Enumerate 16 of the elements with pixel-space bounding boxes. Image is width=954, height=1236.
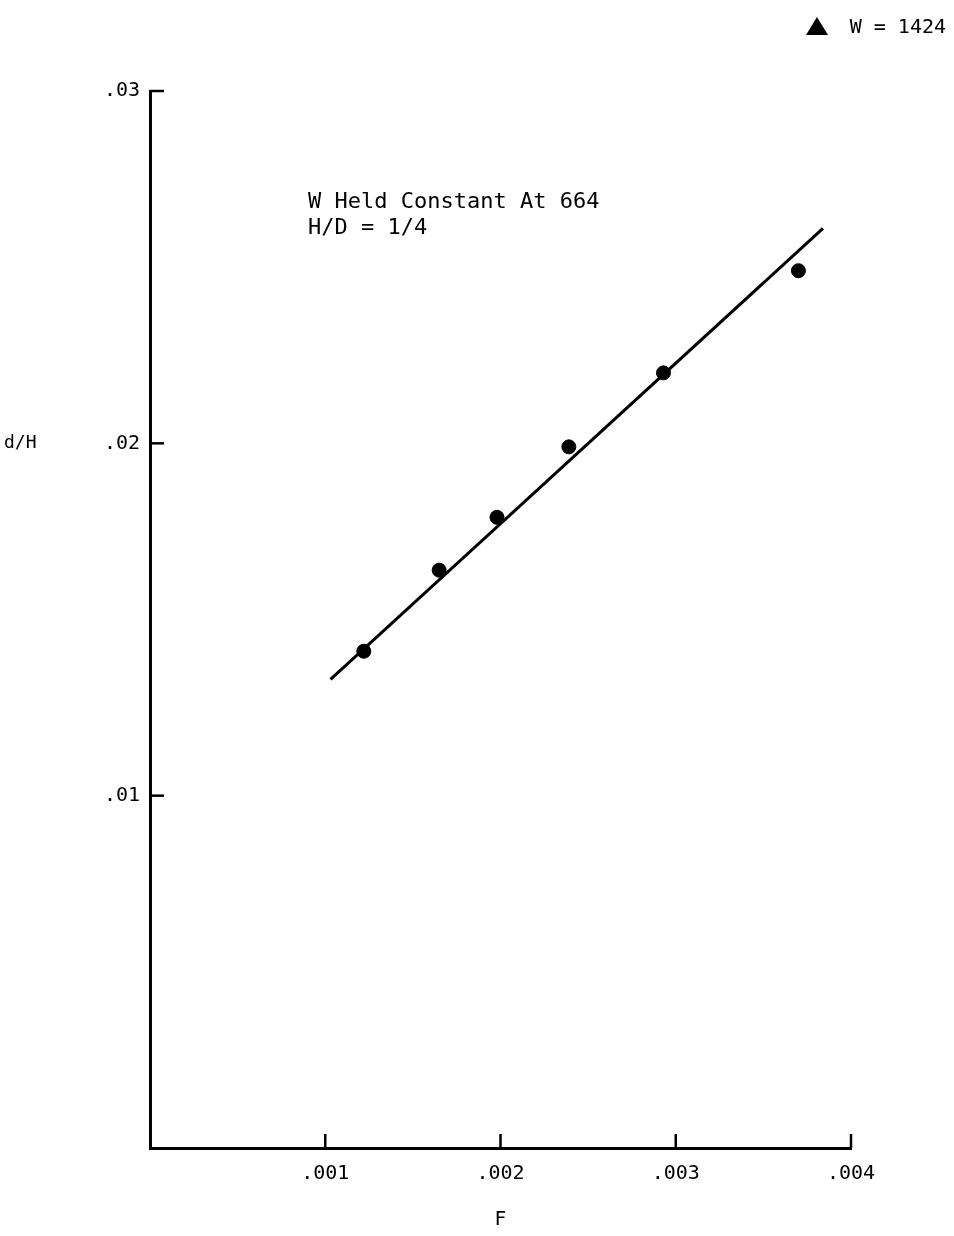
y-axis-title: d/H: [4, 431, 37, 453]
y-tick-label: .02: [103, 429, 140, 454]
annotation: H/D = 1/4: [308, 213, 428, 239]
x-tick-label: .001: [301, 1160, 350, 1185]
point: [790, 263, 806, 279]
text: W = 1424: [849, 14, 946, 38]
x-tick-label: .004: [826, 1160, 876, 1185]
y-tick-label: .03: [103, 77, 140, 102]
x-tick-label: .002: [476, 1160, 525, 1185]
x-tick-label: .003: [651, 1160, 700, 1185]
y-tick-label: .01: [103, 781, 140, 806]
point: [561, 439, 577, 455]
point: [431, 562, 447, 578]
point: [489, 509, 505, 525]
x-axis-title: F: [494, 1206, 507, 1231]
annotation: W Held Constant At 664: [308, 187, 600, 213]
